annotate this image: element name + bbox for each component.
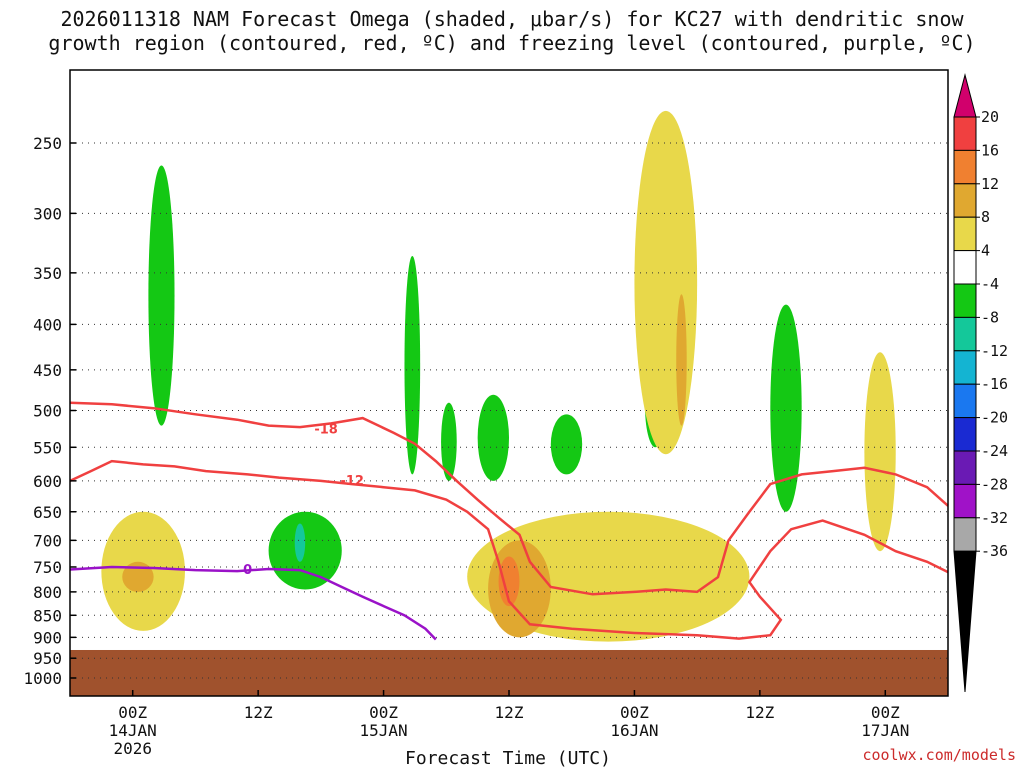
y-tick-label-900: 900	[33, 628, 62, 647]
y-tick-label-800: 800	[33, 583, 62, 602]
ground-below-surface	[70, 649, 948, 696]
x-tick-date-4: 16JAN	[610, 721, 658, 740]
colorbar-top-triangle	[953, 73, 977, 118]
omega-region-4	[441, 402, 457, 481]
colorbar-label-8: -16	[981, 375, 1008, 393]
colorbar-box-3	[953, 183, 977, 218]
colorbar-box-10	[953, 417, 977, 452]
omega-region-6	[550, 414, 583, 475]
x-tick-label-3: 12Z	[495, 703, 524, 722]
y-tick-label-450: 450	[33, 361, 62, 380]
colorbar-label-5: -4	[981, 275, 999, 293]
colorbar-bottom-triangle	[953, 550, 977, 693]
x-tick-year-0: 2026	[113, 739, 152, 758]
y-tick-label-600: 600	[33, 472, 62, 491]
grid-lines	[70, 142, 948, 679]
colorbar-box-11	[953, 450, 977, 485]
colorbar-box-6	[953, 283, 977, 318]
colorbar-box-8	[953, 350, 977, 385]
y-tick-label-250: 250	[33, 134, 62, 153]
colorbar-box-4	[953, 216, 977, 252]
y-tick-label-850: 850	[33, 606, 62, 625]
colorbar-label-9: -20	[981, 409, 1008, 427]
y-tick-label-750: 750	[33, 558, 62, 577]
x-tick-date-0: 14JAN	[109, 721, 157, 740]
x-tick-date-2: 15JAN	[359, 721, 407, 740]
y-tick-label-350: 350	[33, 264, 62, 283]
colorbar-label-1: 16	[981, 141, 999, 159]
contour-label-0: 0	[243, 563, 252, 578]
omega-region-15	[498, 556, 520, 607]
omega-region-1	[268, 511, 342, 590]
x-tick-label-4: 00Z	[620, 703, 649, 722]
colorbar-box-5	[953, 250, 977, 285]
x-tick-label-0: 00Z	[118, 703, 147, 722]
x-tick-label-5: 12Z	[745, 703, 774, 722]
colorbar-label-11: -28	[981, 475, 1008, 493]
colorbar-label-10: -24	[981, 442, 1008, 460]
y-tick-label-950: 950	[33, 649, 62, 668]
y-tick-label-650: 650	[33, 503, 62, 522]
colorbar-label-7: -12	[981, 342, 1008, 360]
colorbar-label-6: -8	[981, 308, 999, 326]
x-tick-label-6: 00Z	[871, 703, 900, 722]
omega-region-10	[676, 294, 687, 426]
chart-title-line-2: growth region (contoured, red, ºC) and f…	[48, 31, 976, 55]
omega-region-2	[294, 523, 306, 562]
contour--18	[69, 401, 949, 596]
colorbar-label-13: -36	[981, 542, 1008, 560]
x-tick-label-2: 00Z	[369, 703, 398, 722]
omega-region-5	[477, 394, 510, 481]
colorbar-box-13	[953, 517, 977, 552]
y-tick-label-300: 300	[33, 204, 62, 223]
colorbar-label-2: 12	[981, 175, 999, 193]
contour-label--18: -18	[314, 422, 338, 437]
omega-region-0	[148, 165, 175, 426]
colorbar-label-3: 8	[981, 208, 990, 226]
y-axis: 250 300 350 400 450 500 550 600 650 700 750 800 850 9…	[23, 134, 76, 688]
x-tick-date-6: 17JAN	[861, 721, 909, 740]
credit-link[interactable]: coolwx.com/models	[862, 746, 1016, 764]
y-tick-label-500: 500	[33, 402, 62, 421]
colorbar-box-12	[953, 483, 977, 519]
colorbar-box-1	[953, 116, 977, 151]
omega-region-12	[122, 561, 154, 592]
omega-region-16	[864, 352, 896, 552]
temperature-contours: -18 -12 0	[69, 401, 949, 641]
chart-title-line-1: 2026011318 NAM Forecast Omega (shaded, μ…	[60, 7, 964, 31]
colorbar-box-2	[953, 149, 977, 185]
colorbar-label-4: 4	[981, 242, 990, 260]
x-axis-label: Forecast Time (UTC)	[405, 748, 611, 768]
y-tick-label-700: 700	[33, 531, 62, 550]
omega-region-3	[404, 255, 421, 475]
omega-region-9	[634, 110, 698, 455]
colorbar: 20 16 12 8 4 -4 -8 -12 -16 -20 -24 -28 -32 -36	[953, 73, 1008, 693]
omega-region-8	[770, 304, 802, 512]
colorbar-box-9	[953, 383, 977, 419]
colorbar-label-12: -32	[981, 509, 1008, 527]
contour--12	[69, 459, 949, 640]
x-tick-label-1: 12Z	[244, 703, 273, 722]
plot-area	[70, 70, 948, 696]
y-tick-label-1000: 1000	[23, 669, 62, 688]
contour-0	[69, 565, 437, 641]
colorbar-box-7	[953, 316, 977, 352]
y-tick-label-400: 400	[33, 315, 62, 334]
y-tick-label-550: 550	[33, 438, 62, 457]
contour-label--12: -12	[340, 474, 364, 489]
colorbar-label-0: 20	[981, 108, 999, 126]
